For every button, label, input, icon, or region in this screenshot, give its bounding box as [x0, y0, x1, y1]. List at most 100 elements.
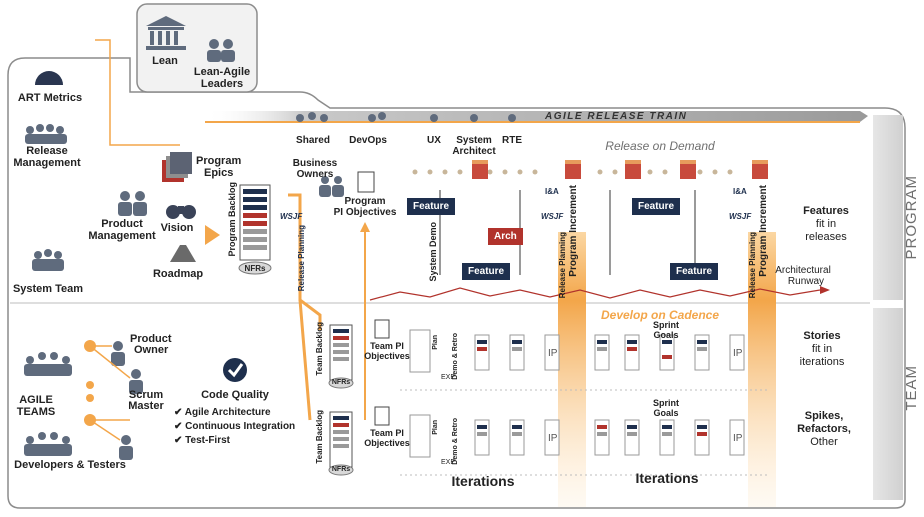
developers-testers-label: Developers & Testers [14, 459, 126, 471]
product-management-label-2: Management [88, 230, 156, 242]
ia-label-2: I&A [733, 187, 747, 196]
exe-label-2: EXE [440, 459, 456, 466]
spikes-label-1: Spikes, [804, 410, 844, 422]
program-backlog-label: Program Backlog [227, 182, 237, 257]
team-pi-obj-label-2b: Objectives [364, 438, 410, 448]
agile-release-train-title: AGILE RELEASE TRAIN [545, 111, 688, 122]
role-rte: RTE [502, 135, 522, 146]
role-architect: Architect [452, 146, 496, 157]
features-sub-1: fit in [815, 218, 837, 230]
team-pi-obj-label-1a: Team PI [370, 341, 404, 351]
iterations-label-2: Iterations [635, 470, 699, 486]
iteration-separators [400, 389, 770, 476]
release-planning-label-1: Release Planning [558, 232, 567, 299]
ip-label-4: IP [733, 433, 743, 444]
iterations-label-1: Iterations [451, 473, 515, 489]
program-tab [873, 115, 903, 300]
team-side-label: TEAM [903, 365, 920, 411]
team-tab [873, 308, 903, 500]
program-backlog-stack [238, 184, 272, 275]
team-backlog-label-1: Team Backlog [315, 322, 324, 376]
code-quality-icon [223, 358, 247, 382]
system-demo-label: System Demo [428, 222, 438, 282]
agile-teams-label-1: AGILE [19, 394, 53, 406]
sprint-fills [477, 340, 707, 436]
pi-column-1 [558, 232, 586, 507]
road-icon [170, 245, 196, 262]
sprint-goals-label-1b: Goals [653, 330, 679, 340]
team-backlog-stack-2 [328, 411, 354, 476]
arch-badge: Arch [488, 228, 523, 245]
release-cubes [472, 160, 768, 179]
vision-label: Vision [160, 222, 194, 234]
feature-badge-1: Feature [407, 198, 456, 215]
lean-agile-leaders-label-1: Lean-Agile [193, 66, 251, 78]
release-management-label-2: Management [13, 157, 81, 169]
sprint-goals-label-2a: Sprint [653, 398, 679, 408]
team-nfrs-label-2: NFRs [331, 466, 351, 473]
business-owners-label-2: Owners [296, 169, 334, 180]
cq-item-2: ✔ Continuous Integration [174, 421, 296, 432]
ia-label-1: I&A [545, 187, 559, 196]
spikes-label-3: Other [810, 436, 838, 448]
release-planning-vertical-label: Release Planning [297, 225, 306, 292]
roadmap-label: Roadmap [152, 268, 204, 280]
demo-retro-label-2: Demo & Retro [452, 418, 459, 465]
system-team-label: System Team [12, 283, 84, 295]
document-icons [357, 171, 390, 426]
program-epics-label-1: Program [196, 155, 242, 167]
lean-agile-leaders-label-2: Leaders [200, 78, 244, 90]
program-pi-objectives-label-1: Program [344, 196, 386, 207]
program-side-label: PROGRAM [903, 175, 920, 260]
sprint-goals-label-2b: Goals [653, 408, 679, 418]
epic-connector [95, 39, 180, 146]
cq-item-3: ✔ Test-First [174, 435, 230, 446]
architectural-runway-label-1: Architectural [775, 265, 831, 276]
code-quality-label: Code Quality [201, 389, 269, 401]
wsjf-label-2: WSJF [729, 212, 752, 221]
ip-label-3: IP [548, 433, 558, 444]
program-wsjf-label: WSJF [280, 212, 303, 221]
people-icons [24, 39, 516, 460]
features-title: Features [803, 205, 849, 217]
architectural-runway-label-2: Runway [787, 276, 825, 287]
program-increment-label-1: Program Increment [568, 185, 579, 277]
program-epics-label-2: Epics [204, 167, 234, 179]
develop-on-cadence-label: Develop on Cadence [600, 308, 720, 322]
demo-retro-label-1: Demo & Retro [452, 333, 459, 380]
stories-sub-2: iterations [799, 356, 845, 368]
team-pi-obj-label-1b: Objectives [364, 351, 410, 361]
art-metrics-label: ART Metrics [17, 92, 83, 104]
train-band [205, 111, 868, 122]
scrum-master-label-1: Scrum [128, 389, 164, 401]
team-nfrs-label-1: NFRs [331, 379, 351, 386]
ip-label-1: IP [548, 348, 558, 359]
vision-arrow [205, 225, 220, 245]
product-management-label-1: Product [101, 218, 143, 230]
timeline-dots [412, 169, 733, 175]
release-on-demand-label: Release on Demand [605, 139, 715, 153]
stories-sub-1: fit in [811, 343, 833, 355]
ip-label-2: IP [733, 348, 743, 359]
feature-badge-4: Feature [670, 263, 719, 280]
role-system: System [456, 135, 492, 146]
release-management-label-1: Release [26, 145, 68, 157]
stories-title: Stories [803, 330, 841, 342]
gauge-icon [35, 71, 63, 85]
wsjf-label-1: WSJF [541, 212, 564, 221]
release-planning-label-2: Release Planning [748, 232, 757, 299]
exe-label-1: EXE [440, 374, 456, 381]
scrum-master-label-2: Master [128, 400, 164, 412]
plan-label-1: Plan [432, 335, 439, 350]
feature-badge-3: Feature [632, 198, 681, 215]
bank-icon [146, 16, 186, 50]
role-ux: UX [427, 135, 441, 146]
pi-column-2 [748, 232, 776, 507]
product-owner-label-2: Owner [134, 344, 169, 356]
business-owners-label-1: Business [292, 158, 338, 169]
program-epics-icon [162, 152, 192, 182]
program-pi-objectives-label-2: PI Objectives [333, 207, 397, 218]
binoculars-icon [166, 205, 196, 219]
